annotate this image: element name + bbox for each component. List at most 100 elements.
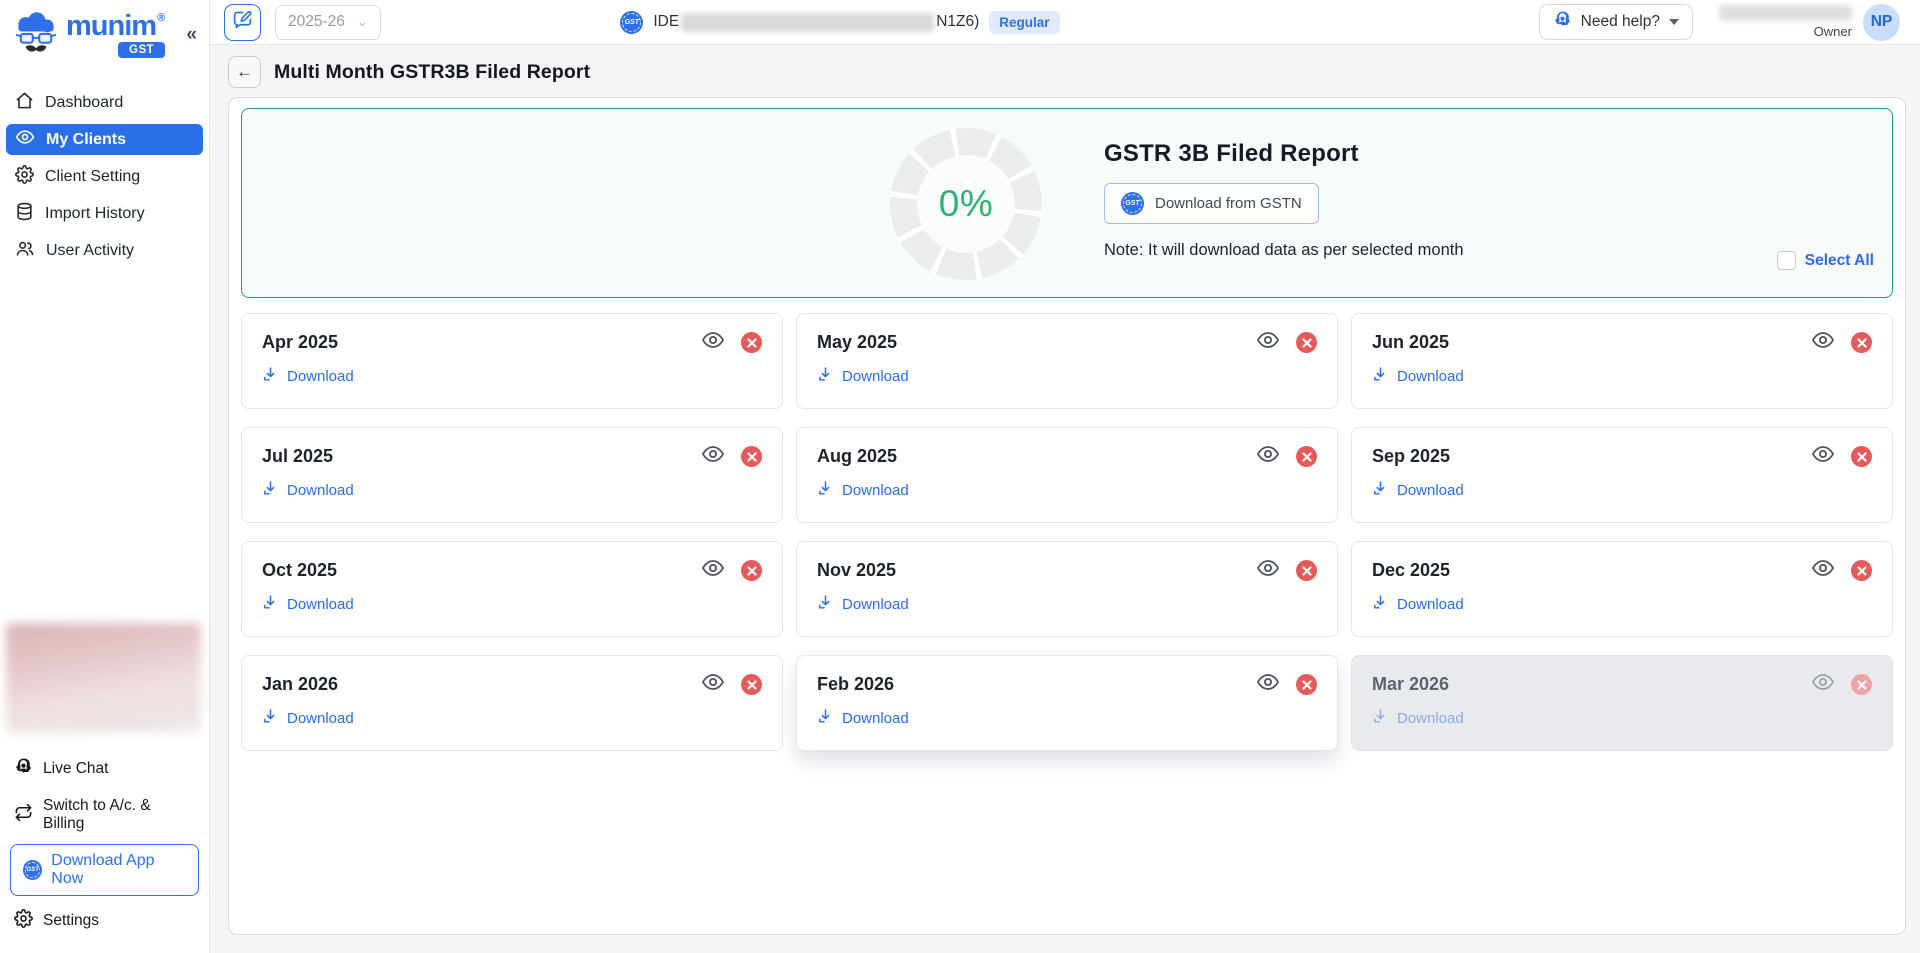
month-card[interactable]: Oct 2025 Download [241,541,783,637]
need-help-button[interactable]: Need help? [1538,4,1693,40]
remove-month-button[interactable] [741,560,762,581]
month-label: Feb 2026 [817,674,895,694]
remove-month-button[interactable] [1851,332,1872,353]
brand-product-badge: GST [118,42,166,58]
main-area: 2025-26 ⌄ GST IDE N1Z6) Regular Need hel… [210,0,1920,953]
sidebar-item-user-activity[interactable]: User Activity [6,235,203,266]
eye-view-button[interactable] [1256,331,1280,354]
sidebar-item-settings[interactable]: Settings [0,901,209,941]
eye-view-button[interactable] [1811,559,1835,582]
month-card[interactable]: Nov 2025 Download [796,541,1338,637]
month-download-link[interactable]: Download [817,594,909,615]
remove-month-button[interactable] [741,332,762,353]
months-grid: Apr 2025 Download May 2025 [241,313,1893,751]
remove-month-button[interactable] [1296,560,1317,581]
month-download-link[interactable]: Download [262,480,354,501]
download-from-gstn-button[interactable]: GST Download from GSTN [1104,183,1319,224]
munim-cloud-logo-icon [12,12,60,64]
back-button[interactable]: ← [228,56,261,88]
sidebar: munim ® GST « Dashboard My Clients [0,0,210,953]
month-card[interactable]: Feb 2026 Download [796,655,1338,751]
month-card[interactable]: Dec 2025 Download [1351,541,1893,637]
sidebar-item-dashboard[interactable]: Dashboard [6,87,203,118]
month-download-link[interactable]: Download [1372,366,1464,387]
select-all-checkbox[interactable] [1776,251,1796,270]
remove-month-button[interactable] [1296,332,1317,353]
month-download-link[interactable]: Download [817,366,909,387]
eye-view-button[interactable] [1811,331,1835,354]
sidebar-item-label: Import History [45,204,145,222]
download-icon [1372,708,1389,729]
download-icon [817,480,834,501]
gst-badge-icon: GST [1121,192,1144,215]
month-download-link[interactable]: Download [1372,708,1464,729]
feedback-compose-button[interactable] [224,3,261,41]
remove-month-button[interactable] [1296,446,1317,467]
eye-view-button[interactable] [1811,673,1835,696]
month-label: Apr 2025 [262,332,339,352]
remove-month-button[interactable] [1851,446,1872,467]
sidebar-item-client-setting[interactable]: Client Setting [6,161,203,192]
sidebar-item-my-clients[interactable]: My Clients [6,124,203,155]
topbar-right: Need help? Owner NP [1538,3,1900,41]
support-agent-icon [1553,10,1572,34]
month-card[interactable]: Jul 2025 Download [241,427,783,523]
month-card[interactable]: Jun 2025 Download [1351,313,1893,409]
remove-month-button[interactable] [1296,674,1317,695]
eye-view-button[interactable] [1256,559,1280,582]
download-app-now-button[interactable]: GST Download App Now [10,844,199,896]
eye-view-button[interactable] [701,331,725,354]
gst-badge-icon: GST [620,10,644,34]
eye-view-button[interactable] [701,673,725,696]
month-download-link[interactable]: Download [262,594,354,615]
download-link-label: Download [287,482,354,499]
sidebar-item-import-history[interactable]: Import History [6,198,203,229]
eye-view-button[interactable] [701,559,725,582]
page-title: Multi Month GSTR3B Filed Report [274,60,591,83]
month-card[interactable]: Jan 2026 Download [241,655,783,751]
sidebar-item-switch-billing[interactable]: Switch to A/c. & Billing [0,789,209,841]
month-download-link[interactable]: Download [262,366,354,387]
eye-view-button[interactable] [701,445,725,468]
progress-ring: 0% [890,128,1042,280]
remove-month-button[interactable] [1851,674,1872,695]
month-download-link[interactable]: Download [262,708,354,729]
sidebar-footer-label: Switch to A/c. & Billing [43,797,151,832]
home-icon [15,91,34,115]
financial-year-dropdown[interactable]: 2025-26 ⌄ [275,4,381,40]
month-card[interactable]: Aug 2025 Download [796,427,1338,523]
download-icon [817,594,834,615]
month-download-link[interactable]: Download [1372,594,1464,615]
report-panel: 0% GSTR 3B Filed Report GST Download fro… [228,97,1906,935]
download-link-label: Download [1397,596,1464,613]
sidebar-item-label: Client Setting [45,167,141,185]
month-card[interactable]: Sep 2025 Download [1351,427,1893,523]
sidebar-footer-label: Live Chat [43,760,109,777]
month-download-link[interactable]: Download [817,480,909,501]
download-icon [262,366,279,387]
download-icon [262,594,279,615]
month-card[interactable]: Apr 2025 Download [241,313,783,409]
financial-year-value: 2025-26 [288,13,345,30]
eye-view-button[interactable] [1256,445,1280,468]
remove-month-button[interactable] [1851,560,1872,581]
user-cluster[interactable]: Owner NP [1718,3,1900,41]
remove-month-button[interactable] [741,446,762,467]
month-card[interactable]: Mar 2026 Download [1351,655,1893,751]
month-download-link[interactable]: Download [817,708,909,729]
eye-view-button[interactable] [1811,445,1835,468]
sidebar-collapse-icon[interactable]: « [186,24,197,45]
month-label: Aug 2025 [817,446,898,466]
remove-month-button[interactable] [741,674,762,695]
avatar[interactable]: NP [1862,3,1900,41]
summary-title: GSTR 3B Filed Report [1104,140,1359,167]
month-card[interactable]: May 2025 Download [796,313,1338,409]
sidebar-item-live-chat[interactable]: Live Chat [0,749,209,789]
sidebar-ad-blurred-image[interactable] [6,623,201,733]
select-all-control[interactable]: Select All [1776,251,1874,270]
user-name-redacted [1718,5,1852,21]
month-download-link[interactable]: Download [1372,480,1464,501]
eye-view-button[interactable] [1256,673,1280,696]
sidebar-footer-label: Settings [43,912,100,929]
select-all-label: Select All [1804,251,1874,269]
